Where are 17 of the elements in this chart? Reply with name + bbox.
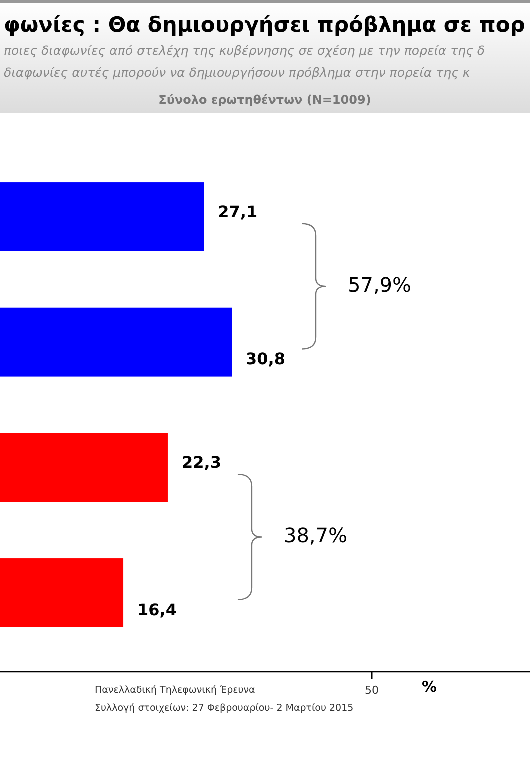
text: Συλλογή στοιχείων: 27 Φεβρουαρίου- 2 Μαρτίου 2015 bbox=[95, 703, 354, 714]
data-label: 22,3 bbox=[182, 453, 222, 472]
text: 38,7% bbox=[284, 524, 348, 548]
chart-title: φωνίες : Θα δημιουργήσει πρόβλημα σε πορ bbox=[4, 13, 526, 37]
bar bbox=[0, 308, 232, 377]
bar bbox=[0, 558, 124, 628]
text: % bbox=[422, 678, 438, 696]
data-label: 16,4 bbox=[138, 600, 178, 620]
bar bbox=[0, 433, 168, 502]
chart-subtitle: ποιες διαφωνίες από στελέχη της κυβέρνησης σε σχέση με την πορεία της δ διαφωνίες αυτές μπορούν να δημιουργήσουν πρόβλημα στην πορεία της κ bbox=[4, 43, 486, 80]
text: 57,9% bbox=[348, 273, 412, 298]
text: Σύνολο ερωτηθέντων (N=1009) bbox=[158, 93, 372, 107]
text: Πανελλαδική Τηλεφωνική Έρευνα bbox=[95, 685, 256, 696]
text: 50 bbox=[365, 684, 379, 697]
data-label: 27,1 bbox=[218, 202, 258, 222]
data-label: 30,8 bbox=[246, 350, 286, 369]
bar bbox=[0, 182, 204, 252]
